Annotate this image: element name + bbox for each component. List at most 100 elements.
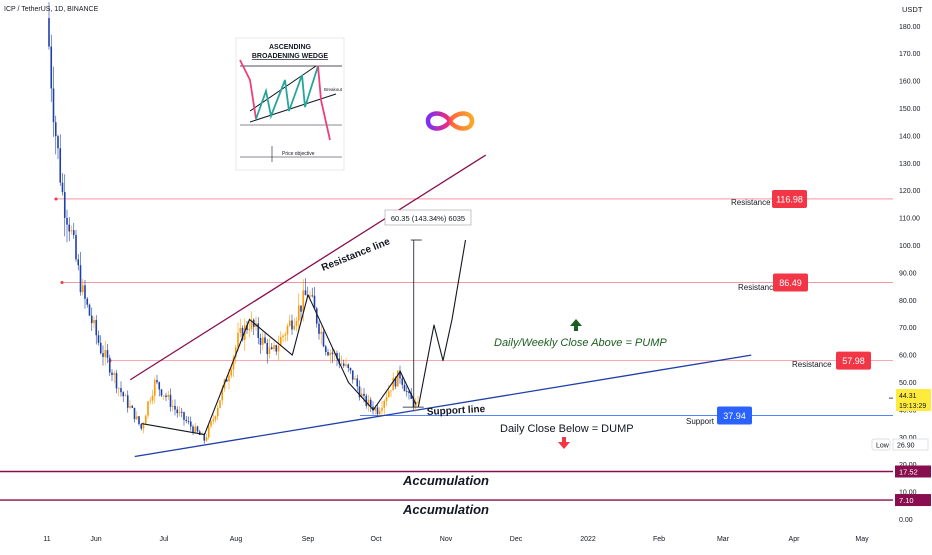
y-tick-label: 100.00 — [899, 243, 921, 250]
candle-body — [369, 399, 372, 407]
candle-body — [176, 409, 179, 414]
candle-body — [356, 378, 359, 387]
candle-body — [288, 320, 291, 326]
candle-body — [311, 295, 314, 297]
candle-body — [234, 347, 237, 358]
resistance-level-badge — [772, 189, 807, 208]
accumulation-badge-value: 7.10 — [899, 496, 914, 505]
candle-body — [180, 411, 183, 413]
candle-body — [248, 329, 251, 331]
candle-body — [354, 378, 356, 380]
low-label: Low — [876, 443, 890, 450]
candle-body — [84, 285, 86, 299]
candle-body — [284, 334, 287, 336]
candle-body — [331, 352, 334, 355]
candle-body — [378, 410, 381, 415]
candle-body — [309, 295, 311, 297]
inset-title-line1: ASCENDING — [269, 44, 312, 51]
candle-body — [275, 345, 278, 352]
y-tick-label: 0.00 — [899, 517, 913, 524]
x-tick-label: Sep — [302, 536, 315, 543]
inset-price-zigzag — [255, 65, 319, 120]
x-tick-label: May — [855, 536, 869, 543]
candle-body — [396, 370, 399, 387]
x-tick-label: Mar — [717, 536, 730, 543]
candle-body — [279, 337, 282, 346]
x-tick-label: Aug — [230, 536, 243, 543]
candle-body — [174, 405, 176, 410]
candle-body — [61, 182, 64, 193]
candle-body — [102, 353, 104, 357]
candle-body — [351, 370, 354, 380]
candle-body — [205, 437, 208, 441]
resistance-level-label: Resistance — [792, 360, 832, 369]
candle-body — [239, 327, 242, 333]
candle-body — [230, 369, 233, 376]
candle-body — [147, 401, 149, 416]
x-tick-label: Jul — [160, 536, 169, 543]
y-tick-label: 130.00 — [899, 161, 921, 168]
resistance-level-anchor — [60, 281, 64, 285]
x-tick-label: Feb — [653, 536, 665, 543]
dump-annotation: Daily Close Below = DUMP — [500, 423, 634, 435]
resistance-level-badge-value: 116.98 — [776, 194, 803, 204]
candle-body — [340, 363, 343, 365]
candle-body — [68, 224, 71, 232]
candle-body — [408, 391, 410, 394]
candle-body — [342, 363, 345, 366]
red-down-arrow-icon — [558, 437, 570, 449]
resistance-level-label: Resistance — [738, 283, 778, 292]
support-level-label: Support — [686, 417, 715, 426]
candle-body — [374, 407, 377, 411]
candle-body — [171, 405, 174, 407]
support-line-label: Support line — [427, 404, 486, 418]
candle-body — [138, 416, 140, 425]
candle-body — [282, 335, 284, 338]
candle-body — [108, 357, 111, 373]
y-tick-label: 70.00 — [899, 325, 917, 332]
support-level-badge — [717, 406, 752, 425]
candle-body — [95, 319, 98, 336]
candle-body — [214, 416, 217, 420]
candle-body — [144, 415, 147, 424]
candle-body — [313, 295, 316, 309]
low-label-box — [871, 438, 891, 451]
candle-body — [322, 331, 325, 347]
candle-body — [327, 352, 329, 356]
candle-body — [52, 88, 55, 123]
accumulation-badge — [895, 465, 931, 478]
candle-body — [246, 325, 248, 331]
candle-body — [264, 337, 266, 344]
candle-body — [207, 426, 210, 438]
candle-body — [266, 343, 269, 355]
candle-body — [241, 327, 244, 340]
candle-body — [63, 192, 66, 218]
candle-body — [237, 332, 239, 348]
candle-body — [228, 375, 230, 382]
candle-body — [302, 290, 305, 312]
y-tick-label: 50.00 — [899, 380, 917, 387]
ascending-broadening-wedge-inset: ASCENDING BROADENING WEDGE Breakout Pric… — [235, 37, 345, 171]
candle-body — [387, 391, 390, 398]
candle-body — [158, 382, 161, 390]
candle-body — [66, 217, 68, 225]
candle-body — [183, 412, 185, 420]
candle-body — [401, 378, 404, 385]
x-tick-label: 2022 — [580, 536, 596, 543]
inset-breakdown — [317, 65, 331, 141]
candle-body — [151, 395, 154, 401]
candle-body — [363, 393, 365, 396]
candle-body — [304, 290, 307, 296]
candle-body — [93, 319, 95, 324]
candle-body — [365, 395, 368, 406]
candle-body — [257, 323, 260, 338]
candle-body — [336, 353, 338, 359]
candle-body — [50, 46, 53, 89]
candle-body — [86, 298, 89, 305]
candle-body — [153, 380, 156, 396]
candle-body — [192, 426, 194, 433]
candle-body — [360, 393, 363, 398]
x-tick-label: Apr — [789, 536, 801, 543]
y-tick-label: 10.00 — [899, 490, 917, 497]
